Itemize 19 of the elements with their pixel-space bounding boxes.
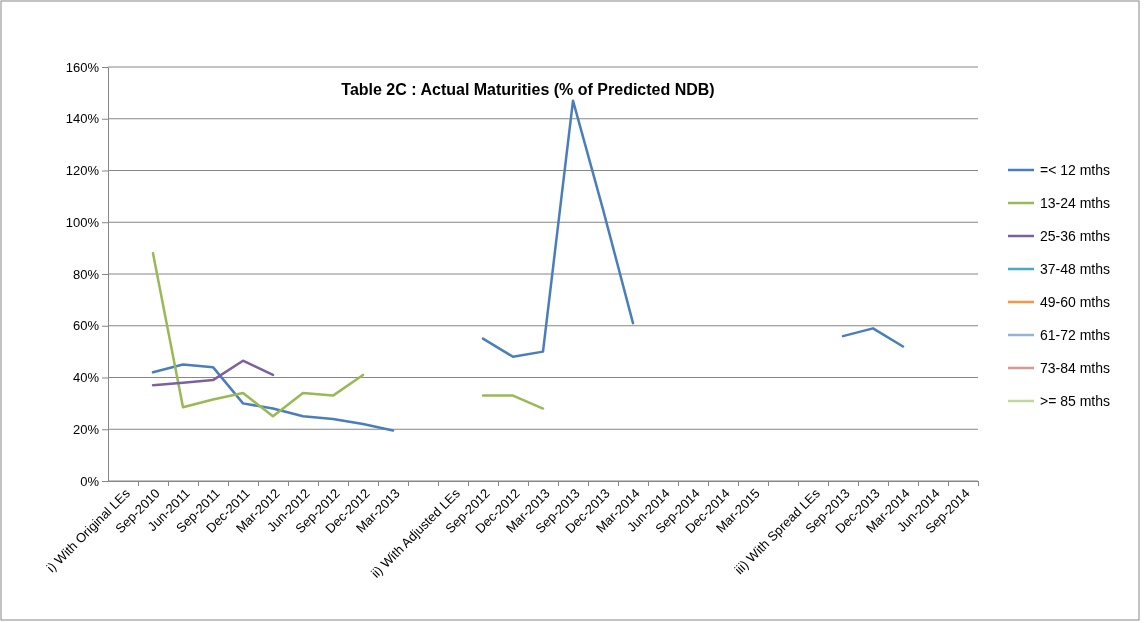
y-tick-label: 40%: [72, 370, 100, 386]
y-tick-label: 140%: [65, 111, 100, 127]
y-tick-label: 60%: [72, 318, 100, 334]
legend-label: 61-72 mths: [1040, 326, 1111, 343]
y-tick-label: 160%: [65, 59, 100, 75]
y-tick-label: 20%: [72, 421, 100, 437]
legend-label: 37-48 mths: [1040, 260, 1111, 277]
y-tick-label: 0%: [80, 473, 100, 489]
y-tick-label: 100%: [65, 214, 100, 230]
legend-label: >= 85 mths: [1040, 392, 1111, 409]
text: Table 2C : Actual Maturities (% of Predicted NDB): [341, 81, 715, 98]
legend-label: 73-84 mths: [1040, 359, 1111, 376]
line-series: [151, 359, 275, 387]
y-tick-label: 120%: [65, 163, 100, 179]
legend-label: =< 12 mths: [1040, 161, 1111, 178]
legend-label: 13-24 mths: [1040, 194, 1111, 211]
y-tick-label: 80%: [72, 266, 100, 282]
legend-label: 49-60 mths: [1040, 293, 1111, 310]
legend-label: 25-36 mths: [1040, 227, 1111, 244]
